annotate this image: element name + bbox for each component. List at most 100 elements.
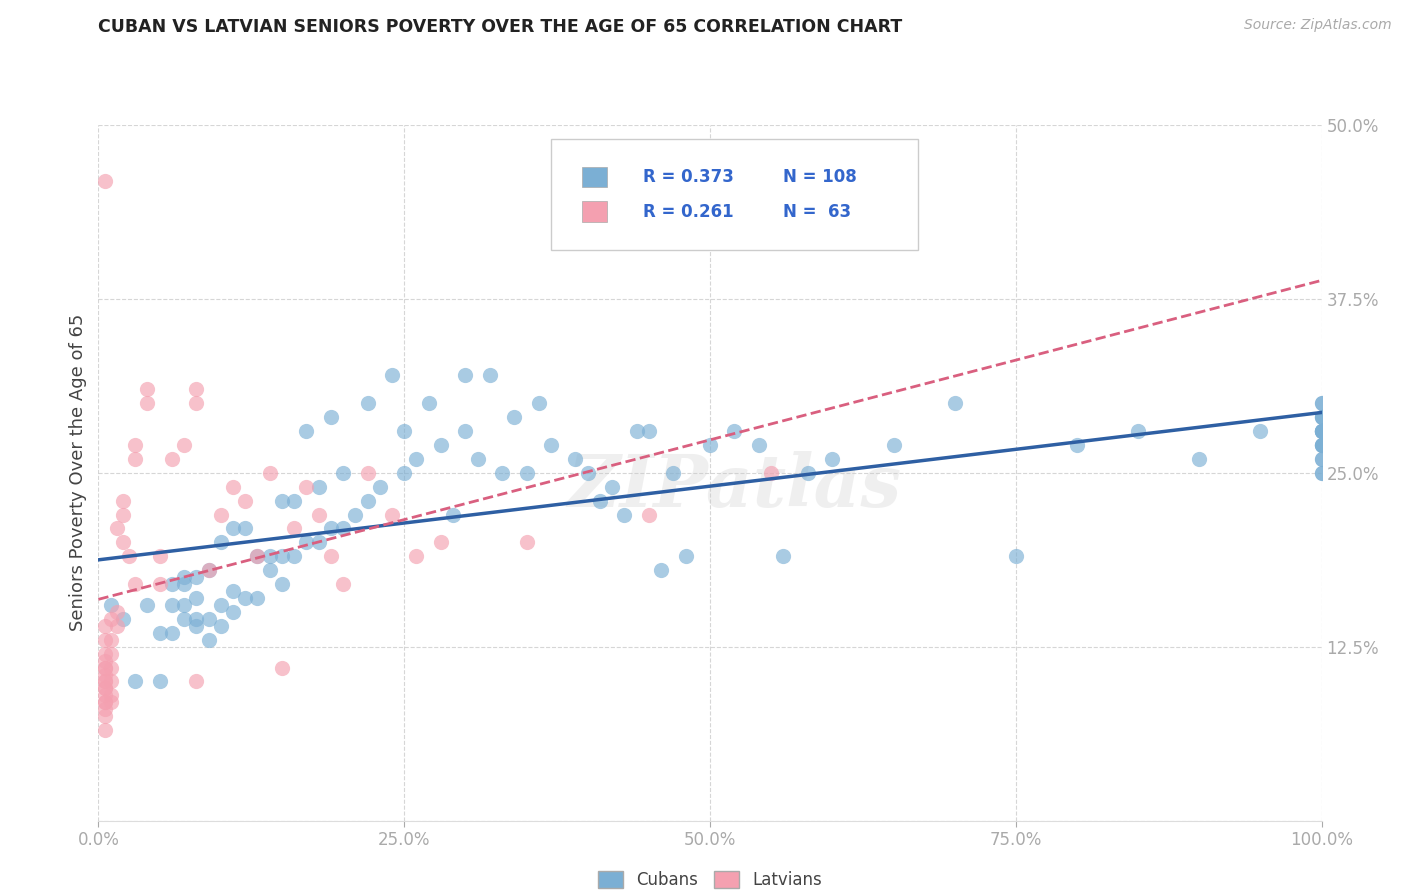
Point bbox=[233, 521, 256, 535]
Point bbox=[149, 549, 172, 564]
Point bbox=[613, 508, 636, 522]
Point bbox=[1310, 410, 1333, 425]
Point bbox=[515, 535, 537, 549]
Point bbox=[93, 695, 115, 709]
Point bbox=[100, 647, 122, 661]
Point bbox=[381, 368, 404, 383]
Point bbox=[295, 535, 318, 549]
Legend: Cubans, Latvians: Cubans, Latvians bbox=[591, 864, 830, 892]
Point bbox=[883, 438, 905, 452]
Point bbox=[1310, 466, 1333, 480]
Point bbox=[270, 493, 294, 508]
Point bbox=[699, 438, 721, 452]
Point bbox=[93, 723, 115, 738]
Point bbox=[173, 570, 195, 584]
Point bbox=[553, 229, 575, 244]
Point bbox=[772, 549, 794, 564]
Point bbox=[723, 424, 745, 438]
Point bbox=[197, 563, 219, 577]
Point bbox=[222, 584, 245, 599]
Point bbox=[173, 612, 195, 626]
Text: N =  63: N = 63 bbox=[783, 202, 852, 221]
Point bbox=[118, 549, 141, 564]
Point bbox=[467, 451, 489, 466]
Point bbox=[209, 598, 232, 612]
Point bbox=[295, 480, 318, 494]
Point bbox=[93, 674, 115, 689]
Point bbox=[1066, 438, 1088, 452]
Point bbox=[186, 612, 208, 626]
Point bbox=[100, 632, 122, 647]
Point bbox=[503, 410, 526, 425]
Point bbox=[197, 563, 219, 577]
Point bbox=[259, 466, 281, 480]
Point bbox=[93, 660, 115, 674]
Point bbox=[136, 382, 159, 396]
Text: CUBAN VS LATVIAN SENIORS POVERTY OVER THE AGE OF 65 CORRELATION CHART: CUBAN VS LATVIAN SENIORS POVERTY OVER TH… bbox=[98, 18, 903, 36]
Point bbox=[332, 521, 354, 535]
Point bbox=[100, 689, 122, 703]
Point bbox=[637, 424, 661, 438]
Point bbox=[173, 598, 195, 612]
Point bbox=[93, 660, 115, 674]
Point bbox=[1310, 424, 1333, 438]
Point bbox=[100, 598, 122, 612]
Point bbox=[1310, 424, 1333, 438]
Point bbox=[93, 702, 115, 716]
Text: R = 0.261: R = 0.261 bbox=[643, 202, 734, 221]
Point bbox=[332, 466, 354, 480]
Point bbox=[1310, 396, 1333, 410]
Point bbox=[283, 521, 305, 535]
Point bbox=[430, 438, 453, 452]
Point bbox=[637, 508, 661, 522]
Point bbox=[173, 438, 195, 452]
Point bbox=[1310, 396, 1333, 410]
Text: R = 0.373: R = 0.373 bbox=[643, 168, 734, 186]
Point bbox=[111, 535, 134, 549]
Point bbox=[797, 466, 820, 480]
Point bbox=[589, 493, 612, 508]
Point bbox=[186, 570, 208, 584]
Point bbox=[105, 605, 128, 619]
Point bbox=[1249, 424, 1271, 438]
Point bbox=[1310, 410, 1333, 425]
Point bbox=[233, 493, 256, 508]
Point bbox=[1310, 438, 1333, 452]
Point bbox=[418, 396, 440, 410]
Point bbox=[1310, 451, 1333, 466]
Point bbox=[222, 521, 245, 535]
Point bbox=[430, 535, 453, 549]
Point bbox=[246, 591, 269, 605]
Point bbox=[93, 689, 115, 703]
Point bbox=[93, 632, 115, 647]
Point bbox=[392, 424, 416, 438]
Point bbox=[308, 508, 330, 522]
Point bbox=[93, 709, 115, 723]
Point bbox=[1310, 410, 1333, 425]
Point bbox=[93, 695, 115, 709]
Point bbox=[246, 549, 269, 564]
Point bbox=[454, 368, 477, 383]
Point bbox=[186, 382, 208, 396]
Point bbox=[149, 674, 172, 689]
Point bbox=[392, 466, 416, 480]
Point bbox=[943, 396, 966, 410]
Point bbox=[600, 480, 623, 494]
Point bbox=[1310, 451, 1333, 466]
Point bbox=[1310, 438, 1333, 452]
Point bbox=[564, 451, 586, 466]
Point bbox=[662, 466, 685, 480]
Point bbox=[270, 577, 294, 591]
Point bbox=[222, 605, 245, 619]
Point bbox=[100, 612, 122, 626]
Point bbox=[283, 549, 305, 564]
Point bbox=[441, 508, 464, 522]
Point bbox=[270, 549, 294, 564]
Point bbox=[478, 368, 501, 383]
Point bbox=[1188, 451, 1211, 466]
Y-axis label: Seniors Poverty Over the Age of 65: Seniors Poverty Over the Age of 65 bbox=[69, 314, 87, 632]
Point bbox=[149, 625, 172, 640]
Point bbox=[491, 466, 513, 480]
Point bbox=[160, 577, 183, 591]
Point bbox=[650, 563, 672, 577]
